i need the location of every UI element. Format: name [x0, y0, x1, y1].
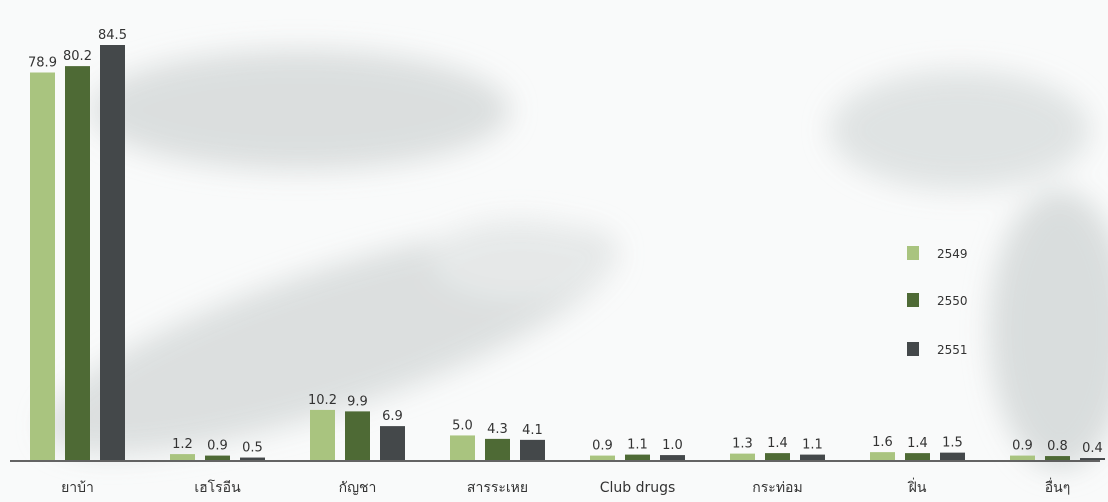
- category-label: ยาบ้า: [61, 480, 94, 496]
- bar-2550-0: [65, 66, 90, 460]
- value-label: 1.4: [767, 436, 788, 451]
- bar-2550-6: [905, 453, 930, 460]
- bar-2549-3: [450, 435, 475, 460]
- bar-2550-7: [1045, 456, 1070, 460]
- bar-2551-1: [240, 457, 265, 460]
- bar-2551-0: [100, 45, 125, 460]
- value-label: 4.3: [487, 422, 508, 437]
- value-label: 0.9: [592, 439, 613, 454]
- category-label: อื่นๆ: [1045, 478, 1071, 496]
- value-label: 1.4: [907, 436, 928, 451]
- bar-2550-5: [765, 453, 790, 460]
- value-label: 9.9: [347, 394, 368, 409]
- category-label: เฮโรอีน: [194, 479, 241, 496]
- value-label: 1.1: [627, 438, 648, 453]
- bar-2551-2: [380, 426, 405, 460]
- value-label: 0.8: [1047, 439, 1068, 454]
- bar-2549-5: [730, 453, 755, 460]
- bar-2550-2: [345, 411, 370, 460]
- value-label: 6.9: [382, 409, 403, 424]
- legend-label: 2549: [937, 247, 968, 261]
- value-label: 0.9: [1012, 439, 1033, 454]
- bar-2551-5: [800, 454, 825, 460]
- category-label: กัญชา: [339, 480, 377, 496]
- value-label: 1.1: [802, 438, 823, 453]
- legend-swatch: [907, 246, 919, 260]
- bar-2549-6: [870, 452, 895, 460]
- category-label: สารระเหย: [467, 480, 528, 496]
- bar-2551-6: [940, 452, 965, 460]
- legend: 2549 2550 2551: [907, 246, 968, 357]
- value-label: 1.6: [872, 435, 893, 450]
- bar-2551-7: [1080, 458, 1105, 460]
- value-label: 1.5: [942, 436, 963, 451]
- bar-2551-3: [520, 439, 545, 460]
- bar-2549-7: [1010, 455, 1035, 460]
- bar-2549-1: [170, 454, 195, 460]
- value-label: 10.2: [308, 393, 337, 408]
- bar-2550-1: [205, 455, 230, 460]
- value-label: 1.3: [732, 437, 753, 452]
- bar-2549-0: [30, 72, 55, 460]
- bar-2549-4: [590, 455, 615, 460]
- legend-label: 2551: [937, 343, 968, 357]
- value-label: 1.0: [662, 438, 683, 453]
- value-label: 4.1: [522, 423, 543, 438]
- value-label: 0.5: [242, 441, 263, 456]
- category-label: Club drugs: [600, 480, 676, 496]
- legend-swatch: [907, 342, 919, 356]
- bar-2550-3: [485, 438, 510, 460]
- legend-label: 2550: [937, 294, 968, 308]
- category-label: ฝิ่น: [907, 478, 927, 496]
- value-label: 78.9: [28, 56, 57, 71]
- category-label: กระท่อม: [752, 480, 802, 496]
- value-label: 1.2: [172, 437, 193, 452]
- value-label: 80.2: [63, 49, 92, 64]
- legend-swatch: [907, 293, 919, 307]
- bar-2550-4: [625, 454, 650, 460]
- value-label: 0.4: [1082, 441, 1103, 456]
- value-label: 0.9: [207, 439, 228, 454]
- value-label: 5.0: [452, 418, 473, 433]
- bar-2551-4: [660, 455, 685, 460]
- bar-2549-2: [310, 409, 335, 460]
- value-label: 84.5: [98, 28, 127, 43]
